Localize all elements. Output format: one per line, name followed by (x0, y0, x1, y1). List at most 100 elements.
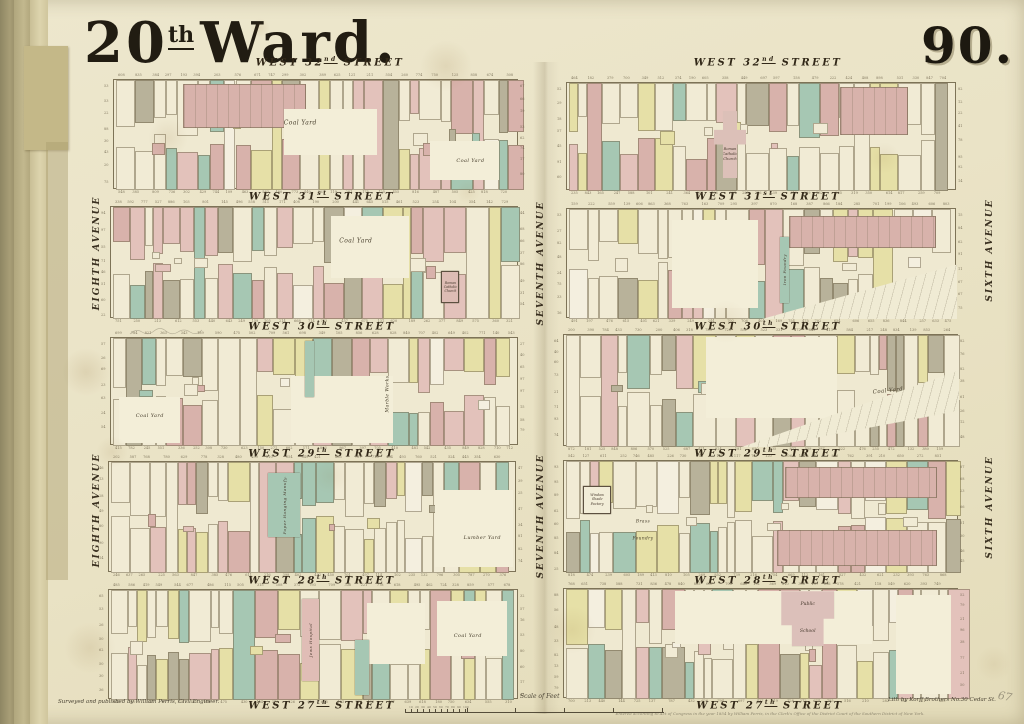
lot-number: 551 (740, 328, 747, 332)
building-lot (405, 462, 423, 513)
building-lot (373, 462, 387, 508)
lot-number: 74 (520, 146, 525, 151)
lot-number: 165 (597, 191, 604, 195)
building-lot (685, 83, 707, 122)
street-name: WEST 28 (694, 575, 763, 587)
open-yard (119, 397, 181, 443)
lot-number: 829 (938, 699, 946, 703)
lot-number: 295 (730, 202, 738, 206)
building-lot (410, 80, 420, 115)
street-label: WEST 32nd STREET (256, 56, 405, 68)
lot-number: 415 (115, 446, 122, 450)
lot-number: 252 (620, 454, 627, 458)
lot-number: 71 (554, 405, 559, 410)
lot-number: 104 (449, 200, 456, 204)
street-ordinal: st (317, 190, 329, 198)
building-lot (410, 271, 424, 319)
building-lot (219, 647, 233, 700)
building-lot (417, 338, 431, 393)
street-ordinal: th (316, 447, 329, 455)
building-lot (178, 590, 190, 644)
lot-number: 618 (393, 583, 401, 587)
lot-number: 13 (99, 477, 104, 482)
lot-number: 449 (740, 76, 748, 80)
lot-number: 782 (128, 446, 135, 450)
iron-foundry-building: Iron Foundry (779, 236, 789, 303)
lot-number: 629 (180, 455, 188, 459)
lot-number: 302 (696, 191, 704, 195)
lot-number: 13 (554, 663, 559, 668)
lot-number: 441 (352, 200, 360, 204)
scale-tick (467, 708, 468, 713)
lot-number: 853 (923, 328, 931, 332)
lot-number: 606 (928, 202, 936, 206)
lot-number: 810 (665, 573, 672, 577)
lot-number: 95 (958, 154, 963, 159)
building-lot (153, 207, 163, 255)
building-lot (598, 209, 619, 243)
building-lot (410, 154, 420, 190)
lot-number: 621 (877, 573, 884, 577)
lot-number: 716 (371, 455, 379, 459)
lot-number: 79 (554, 685, 559, 690)
lot-number: 30 (99, 674, 104, 679)
building-lot (601, 140, 620, 191)
lot-number: 634 (464, 700, 472, 704)
lot-number: 525 (598, 447, 606, 451)
lot-number: 744 (212, 190, 220, 194)
lot-number: 480 (275, 190, 283, 194)
building-lot (451, 80, 474, 134)
lot-number: 349 (641, 76, 649, 80)
street-label: WEST 29th STREET (248, 447, 395, 459)
lot-number: 463 (241, 190, 249, 194)
building-lot (141, 338, 157, 386)
street-ordinal: nd (324, 56, 338, 64)
lot-number: 784 (130, 331, 138, 335)
building-lot (211, 590, 220, 629)
lot-number: 262 (423, 319, 431, 323)
coal-yard-label: Coal Yard (453, 633, 482, 640)
scale-digit: 50 (433, 705, 437, 709)
lot-number: 80 (520, 172, 525, 177)
lot-number: 81 (518, 533, 523, 538)
lot-number: 402 (431, 331, 439, 335)
lot-number: 433 (615, 328, 622, 332)
lot-number: 575 (472, 319, 479, 323)
lot-number: 26 (960, 409, 965, 414)
lot-number: 678 (503, 583, 511, 587)
building-lot (250, 462, 259, 573)
building-lot (675, 335, 694, 389)
book-page-edges-inner (30, 0, 48, 724)
lot-number: 210 (862, 699, 869, 703)
building-label: Shade (591, 497, 603, 502)
lot-number: 140 (492, 331, 500, 335)
building-lot (769, 147, 787, 191)
street-label: WEST 30th STREET (694, 320, 841, 332)
lot-number: 432 (688, 699, 695, 703)
building-lot (370, 338, 388, 374)
lot-number: 758 (705, 328, 712, 332)
scale-tick (447, 709, 448, 713)
rear-structure (249, 646, 264, 655)
street-suffix: STREET (776, 700, 844, 712)
building-lot (836, 645, 858, 699)
building-lot (135, 151, 155, 190)
lot-number: 297 (164, 73, 172, 77)
lot-number: 97 (101, 227, 106, 232)
lot-number: 835 (835, 191, 842, 195)
lot-number: 84 (554, 551, 559, 556)
building-lot (648, 647, 662, 699)
lot-number: 754 (788, 319, 795, 323)
lot-number: 796 (436, 573, 444, 577)
lot-number: 350 (865, 191, 873, 195)
lot-number: 127 (582, 454, 590, 458)
lot-number: 22 (104, 110, 109, 115)
building-lot (588, 209, 599, 262)
lot-number: 749 (933, 582, 941, 586)
building-lot (312, 265, 325, 319)
scale-tick (429, 709, 430, 713)
lot-number: 246 (113, 573, 120, 577)
street-ordinal: nd (762, 56, 776, 64)
lot-number: 52 (960, 593, 965, 597)
